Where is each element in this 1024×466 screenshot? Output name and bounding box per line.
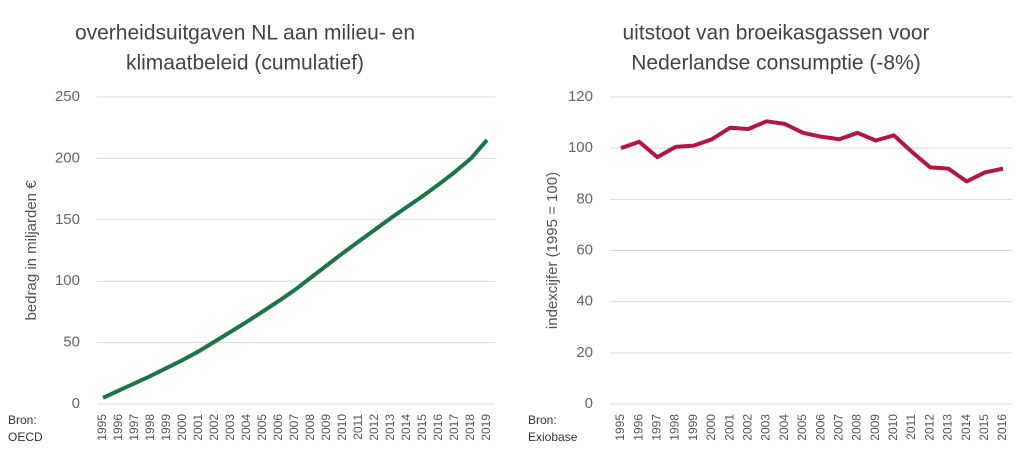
y-tick-label: 0 bbox=[585, 395, 593, 412]
x-tick-label: 2002 bbox=[207, 414, 221, 441]
x-tick-label: 2003 bbox=[223, 414, 237, 441]
x-tick-label: 2005 bbox=[255, 414, 269, 441]
x-tick-label: 1996 bbox=[631, 414, 645, 441]
y-tick-label: 50 bbox=[63, 334, 80, 351]
y-tick-label: 20 bbox=[576, 344, 593, 361]
x-tick-label: 2010 bbox=[886, 414, 900, 441]
source-note: OECD bbox=[8, 430, 43, 444]
x-tick-label: 1999 bbox=[159, 414, 173, 441]
x-tick-label: 2000 bbox=[704, 414, 718, 441]
x-tick-label: 2012 bbox=[367, 414, 381, 441]
x-tick-label: 2001 bbox=[191, 414, 205, 441]
chart-title: uitstoot van broeikasgassen voor bbox=[622, 22, 929, 45]
x-tick-label: 2011 bbox=[904, 414, 918, 440]
x-tick-label: 2003 bbox=[759, 414, 773, 441]
x-tick-label: 2008 bbox=[850, 414, 864, 441]
y-tick-label: 120 bbox=[568, 88, 593, 105]
x-tick-label: 2016 bbox=[431, 414, 445, 441]
y-tick-label: 100 bbox=[55, 272, 80, 289]
source-note: Bron: bbox=[8, 413, 37, 427]
x-tick-label: 1998 bbox=[143, 414, 157, 441]
x-tick-label: 2013 bbox=[383, 414, 397, 441]
y-axis-label: bedrag in miljarden € bbox=[23, 180, 40, 321]
data-line bbox=[102, 138, 489, 400]
x-tick-label: 2009 bbox=[868, 414, 882, 441]
x-tick-label: 2008 bbox=[303, 414, 317, 441]
y-tick-label: 150 bbox=[55, 211, 80, 228]
x-tick-label: 1996 bbox=[111, 414, 125, 441]
source-note: Bron: bbox=[528, 413, 557, 427]
x-tick-label: 1999 bbox=[686, 414, 700, 441]
y-tick-label: 200 bbox=[55, 149, 80, 166]
x-tick-label: 1995 bbox=[95, 414, 109, 441]
x-tick-label: 2013 bbox=[941, 414, 955, 441]
y-tick-label: 100 bbox=[568, 139, 593, 156]
x-tick-label: 2016 bbox=[995, 414, 1009, 441]
chart-title: klimaatbeleid (cumulatief) bbox=[126, 52, 364, 75]
y-tick-label: 60 bbox=[576, 241, 593, 258]
x-tick-label: 2001 bbox=[722, 414, 736, 441]
x-tick-label: 2006 bbox=[271, 414, 285, 441]
x-tick-label: 2005 bbox=[795, 414, 809, 441]
x-tick-label: 2015 bbox=[977, 414, 991, 441]
x-tick-label: 2019 bbox=[479, 414, 493, 441]
x-tick-label: 2007 bbox=[831, 414, 845, 441]
y-tick-label: 250 bbox=[55, 88, 80, 105]
x-tick-label: 1998 bbox=[668, 414, 682, 441]
x-tick-label: 2004 bbox=[239, 414, 253, 441]
x-tick-label: 2011 bbox=[351, 414, 365, 440]
source-note: Exiobase bbox=[528, 430, 578, 444]
y-tick-label: 40 bbox=[576, 293, 593, 310]
x-tick-label: 1995 bbox=[613, 414, 627, 441]
x-tick-label: 2004 bbox=[777, 414, 791, 441]
x-tick-label: 2014 bbox=[399, 414, 413, 441]
x-tick-label: 2007 bbox=[287, 414, 301, 441]
x-tick-label: 1997 bbox=[127, 414, 141, 441]
x-tick-label: 2000 bbox=[175, 414, 189, 441]
x-tick-label: 2010 bbox=[335, 414, 349, 441]
y-tick-label: 0 bbox=[72, 395, 80, 412]
x-tick-label: 1997 bbox=[650, 414, 664, 441]
y-axis-label: indexcijfer (1995 = 100) bbox=[544, 172, 561, 329]
x-tick-label: 2006 bbox=[813, 414, 827, 441]
x-tick-label: 2009 bbox=[319, 414, 333, 441]
x-tick-label: 2018 bbox=[463, 414, 477, 441]
x-tick-label: 2012 bbox=[922, 414, 936, 441]
x-tick-label: 2014 bbox=[959, 414, 973, 441]
chart-title: overheidsuitgaven NL aan milieu- en bbox=[75, 22, 415, 45]
x-tick-label: 2017 bbox=[447, 414, 461, 441]
chart-title: Nederlandse consumptie (-8%) bbox=[631, 52, 920, 75]
x-tick-label: 2002 bbox=[741, 414, 755, 441]
y-tick-label: 80 bbox=[576, 190, 593, 207]
x-tick-label: 2015 bbox=[415, 414, 429, 441]
data-line bbox=[620, 119, 1004, 184]
